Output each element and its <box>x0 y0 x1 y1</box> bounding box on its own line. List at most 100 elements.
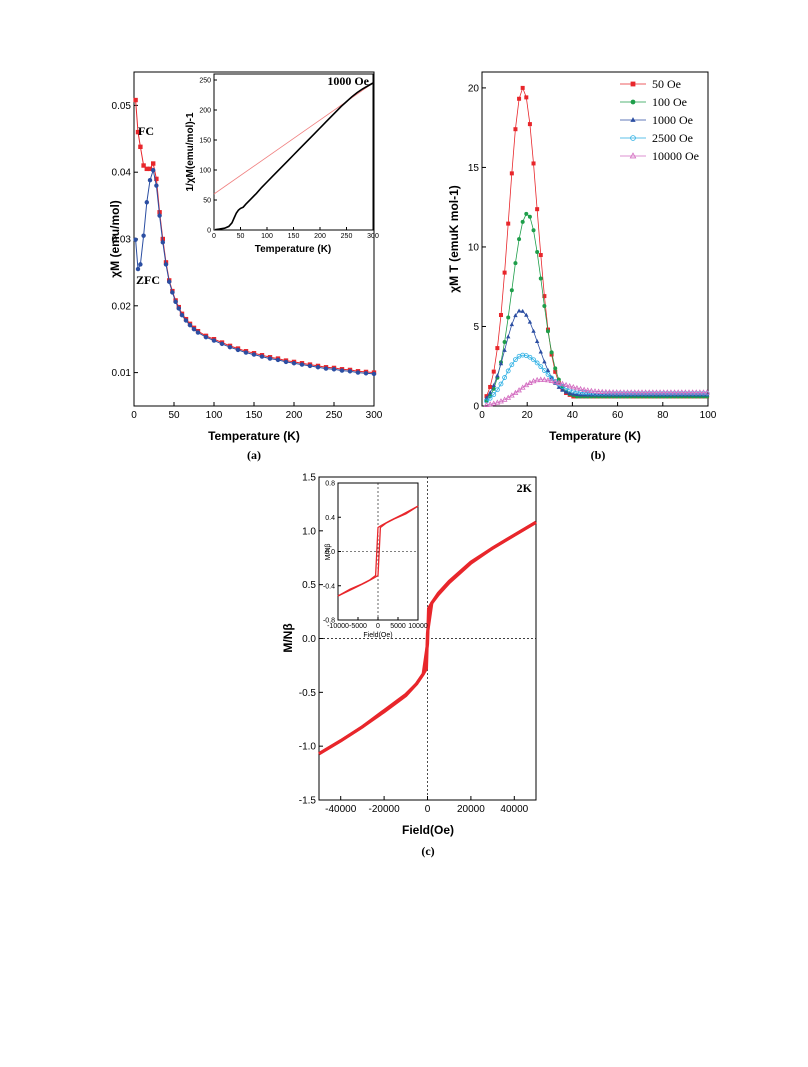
chart-a-inset-ytick-label: 200 <box>199 108 211 115</box>
chart-b-point-1000-oe <box>524 312 529 317</box>
chart-a-xtick-label: 50 <box>168 410 180 421</box>
chart-b-point-1000-oe <box>506 334 511 339</box>
chart-a-point-zfc <box>219 341 225 347</box>
chart-b-point-1000-oe <box>600 392 605 397</box>
chart-b-point-100-oe <box>538 276 543 281</box>
chart-b-xtick-label: 20 <box>522 410 534 421</box>
chart-b-point-1000-oe <box>596 392 601 397</box>
chart-c-ytick-label: -1.5 <box>299 796 317 807</box>
chart-b-point-2500-oe <box>538 364 544 370</box>
chart-b-ylabel: χM T (emuK mol-1) <box>447 185 461 293</box>
chart-a-point-zfc <box>179 312 185 318</box>
chart-b-point-1000-oe <box>607 392 612 397</box>
chart-c-ytick-label: -1.0 <box>299 742 317 753</box>
chart-b-point-1000-oe <box>610 392 616 397</box>
chart-a-inset-ytick-label: 100 <box>199 168 211 175</box>
chart-b-point-50-oe <box>535 207 540 212</box>
chart-a-point-fc <box>135 129 141 135</box>
chart-b-point-1000-oe <box>563 389 569 394</box>
chart-b-ytick-label: 5 <box>473 322 479 333</box>
chart-b-point-10000-oe <box>599 388 606 394</box>
chart-b-ytick-label: 15 <box>468 163 480 174</box>
chart-b-xticks: 0 20 40 60 80 100 <box>479 402 717 421</box>
chart-b-point-2500-oe <box>527 354 533 360</box>
chart-b-point-1000-oe <box>603 392 609 397</box>
chart-a-xtick-label: 100 <box>206 410 223 421</box>
chart-b-ytick-label: 0 <box>473 402 479 413</box>
chart-b-point-10000-oe <box>574 385 580 391</box>
chart-a-xtick-label: 250 <box>326 410 343 421</box>
chart-b-point-100-oe <box>542 303 547 308</box>
chart-b-point-10000-oe <box>548 377 555 383</box>
chart-a-inset-yticks: 0 50 100 150 200 250 <box>199 78 217 235</box>
chart-b-point-1000-oe <box>545 368 551 373</box>
chart-a-series <box>133 97 377 377</box>
chart-a-point-zfc <box>163 262 169 267</box>
chart-b-xtick-label: 40 <box>567 410 579 421</box>
chart-b-point-100-oe <box>506 315 511 320</box>
chart-b-point-10000-oe <box>577 385 584 392</box>
chart-b-legend-label-10000-oe: 10000 Oe <box>652 149 699 163</box>
chart-b-point-10000-oe <box>512 389 519 396</box>
chart-b-point-10000-oe <box>671 389 678 395</box>
chart-b-point-50-oe <box>538 253 543 258</box>
chart-b-legend-marker-2500-oe <box>630 135 636 141</box>
chart-a-xlabel: Temperature (K) <box>208 429 300 443</box>
chart-c-inset-ytick-label: -0.4 <box>323 583 335 590</box>
chart-a: 0.010.020.030.040.05 0 50 100 150 200 250 300 … <box>108 71 383 462</box>
chart-a-point-zfc <box>170 290 175 295</box>
chart-b-point-10000-oe <box>581 386 588 392</box>
chart-a-inset: 0 50 100 150 200 250 0 50 100 150 200 250 300 1000 … <box>185 73 379 255</box>
chart-b-legend-marker-10000-oe <box>629 152 637 159</box>
chart-c-inset-xtick-label: 5000 <box>390 623 406 630</box>
chart-c-inset-xtick-label: 10000 <box>408 623 428 630</box>
chart-a-point-zfc <box>133 237 138 242</box>
chart-a-point-zfc <box>235 347 241 353</box>
chart-a-point-zfc <box>283 359 289 365</box>
chart-b-point-10000-oe <box>563 381 569 388</box>
chart-b-legend-label-50-oe: 50 Oe <box>652 77 681 91</box>
chart-c-xlabel: Field(Oe) <box>402 823 454 837</box>
chart-b-point-2500-oe <box>505 368 511 374</box>
chart-a-point-zfc <box>323 366 329 371</box>
chart-b-point-10000-oe <box>649 389 656 395</box>
chart-b-point-10000-oe <box>498 398 504 404</box>
chart-b-point-50-oe <box>542 294 547 299</box>
chart-b-point-1000-oe <box>556 384 562 389</box>
chart-b-point-10000-oe <box>483 401 490 407</box>
chart-b-point-10000-oe <box>487 401 494 407</box>
chart-b-point-50-oe <box>498 313 503 318</box>
chart-b-point-10000-oe <box>559 380 566 386</box>
chart-a-point-zfc <box>307 363 313 369</box>
chart-b-point-1000-oe <box>571 391 576 396</box>
chart-a-inset-ytick-label: 50 <box>203 198 211 205</box>
chart-c-inset-ytick-label: 0.4 <box>325 515 335 522</box>
chart-c-ytick-label: 0.0 <box>302 634 316 645</box>
chart-c-inset-loop-lower <box>337 505 419 597</box>
chart-b-point-50-oe <box>509 171 514 176</box>
chart-b-point-1000-oe <box>567 390 572 395</box>
chart-a-inset-xtick-label: 100 <box>261 233 273 240</box>
chart-a-inset-xtick-label: 150 <box>288 233 300 240</box>
chart-b-point-1000-oe <box>513 313 518 318</box>
chart-c-inset-series <box>337 505 419 597</box>
chart-b-point-50-oe <box>517 96 522 101</box>
chart-c-xticks: -40000 -20000 0 20000 40000 <box>325 796 529 815</box>
chart-b-point-10000-oe <box>635 389 642 395</box>
chart-b-point-50-oe <box>491 369 496 374</box>
chart-a-point-fc <box>141 163 146 168</box>
chart-b-point-100-oe <box>527 214 532 219</box>
chart-b-point-100-oe <box>502 339 507 344</box>
chart-b-point-50-oe <box>527 122 532 127</box>
chart-a-point-zfc <box>347 369 353 374</box>
chart-c-ytick-label: 1.5 <box>302 473 316 484</box>
chart-a-point-zfc <box>144 200 149 205</box>
chart-b-point-10000-oe <box>530 377 537 384</box>
chart-c-ytick-label: 1.0 <box>302 526 316 537</box>
chart-a-xtick-label: 300 <box>366 410 383 421</box>
chart-b-point-10000-oe <box>675 389 682 395</box>
chart-a-ytick-label: 0.04 <box>112 168 132 179</box>
chart-c-inset-ytick-label: -0.8 <box>323 618 335 625</box>
chart-b-point-1000-oe <box>520 308 525 313</box>
chart-b-line-100-oe <box>486 213 708 401</box>
